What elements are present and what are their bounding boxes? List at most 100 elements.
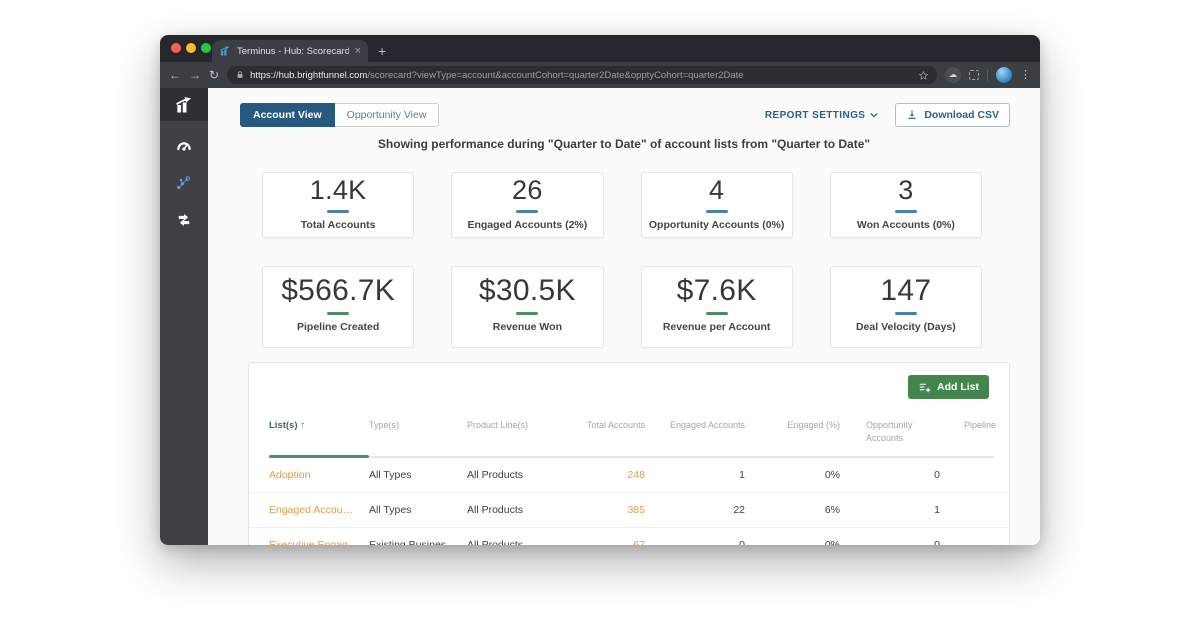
metric-card-revenue-per-account: $7.6K Revenue per Account <box>640 266 793 348</box>
sort-indicator-line <box>269 455 994 458</box>
cell-types: All Types <box>369 504 412 516</box>
column-header-pipeline[interactable]: Pipeline <box>963 420 996 430</box>
view-toggle: Account View Opportunity View <box>240 103 440 127</box>
cloud-extension-icon[interactable]: ☁ <box>945 67 961 83</box>
cell-engaged-accounts: 1 <box>739 469 745 481</box>
reload-icon[interactable]: ↻ <box>209 68 220 82</box>
metric-value: 3 <box>898 175 914 205</box>
browser-tab[interactable]: Terminus - Hub: Scorecard × <box>212 40 368 62</box>
cell-product-lines: All Products <box>467 539 524 545</box>
metric-value: 4 <box>708 175 725 205</box>
table-header-row: List(s) ↑ Type(s) Product Line(s) Total … <box>249 419 1009 445</box>
metric-value: $7.6K <box>676 274 757 307</box>
lists-table-card: Add List List(s) ↑ Type(s) Product Line(… <box>248 362 1010 545</box>
metric-accent-dash <box>327 312 350 315</box>
close-tab-icon[interactable]: × <box>354 44 361 57</box>
cell-engaged-accounts: 0 <box>739 539 745 545</box>
cell-total-accounts-link[interactable]: 248 <box>627 469 645 481</box>
app-sidebar <box>160 88 208 545</box>
cell-total-accounts-link[interactable]: 385 <box>627 504 645 516</box>
metric-value: $30.5K <box>478 274 576 307</box>
cell-product-lines: All Products <box>467 504 524 516</box>
page-topbar: Account View Opportunity View REPORT SET… <box>240 103 1010 127</box>
account-view-tab[interactable]: Account View <box>240 103 335 127</box>
column-header-lists[interactable]: List(s) ↑ <box>269 420 306 431</box>
list-name-link[interactable]: Adoption <box>269 469 311 481</box>
data-flow-arrows-icon[interactable] <box>175 211 193 229</box>
opportunity-view-tab[interactable]: Opportunity View <box>334 103 440 127</box>
download-csv-button[interactable]: Download CSV <box>895 103 1010 127</box>
toolbar-divider <box>987 69 988 81</box>
download-icon <box>908 110 916 119</box>
terminus-logo-icon[interactable] <box>160 88 208 121</box>
url-host: https://hub.brightfunnel.com <box>250 69 368 81</box>
metric-label: Deal Velocity (Days) <box>855 321 956 333</box>
report-actions: REPORT SETTINGS Download CSV <box>765 103 1010 127</box>
metric-accent-dash <box>894 312 917 315</box>
close-window-button[interactable] <box>171 43 181 53</box>
scorecard-scatter-icon[interactable] <box>175 174 193 192</box>
add-list-label: Add List <box>937 381 979 393</box>
report-settings-button[interactable]: REPORT SETTINGS <box>765 110 879 121</box>
zoom-window-button[interactable] <box>201 43 211 53</box>
column-header-product-lines[interactable]: Product Line(s) <box>467 420 529 430</box>
list-name-link[interactable]: Engaged Accou… <box>269 504 354 516</box>
metric-value: 1.4K <box>309 175 367 205</box>
sort-asc-icon: ↑ <box>300 420 306 431</box>
metric-accent-dash <box>894 210 917 213</box>
browser-menu-icon[interactable]: ⋮ <box>1020 68 1031 81</box>
metric-card-deal-velocity: 147 Deal Velocity (Days) <box>829 266 982 348</box>
column-header-total-accounts[interactable]: Total Accounts <box>586 420 645 430</box>
minimize-window-button[interactable] <box>186 43 196 53</box>
metric-label: Total Accounts <box>300 219 376 231</box>
table-row: Executive Engag… Existing Busines… All P… <box>249 528 1009 545</box>
cell-engaged-pct: 0% <box>824 469 840 481</box>
tab-title: Terminus - Hub: Scorecard <box>237 45 349 57</box>
terminus-favicon-icon <box>219 45 231 57</box>
cell-engaged-pct: 6% <box>824 504 840 516</box>
cell-engaged-accounts: 22 <box>733 504 745 516</box>
report-settings-label: REPORT SETTINGS <box>764 109 866 121</box>
add-list-button[interactable]: Add List <box>908 375 989 399</box>
forward-icon[interactable]: → <box>189 68 201 82</box>
cell-opportunity-accounts: 1 <box>934 504 940 516</box>
browser-toolbar: ← → ↻ https://hub.brightfunnel.com/score… <box>160 62 1040 88</box>
window-controls <box>171 43 211 53</box>
address-bar[interactable]: https://hub.brightfunnel.com/scorecard?v… <box>227 66 937 84</box>
metric-value: 147 <box>880 274 932 307</box>
cell-product-lines: All Products <box>467 469 524 481</box>
chevron-down-icon <box>870 113 878 118</box>
column-header-engaged-pct[interactable]: Engaged (%) <box>787 420 840 430</box>
metric-card-won-accounts: 3 Won Accounts (0%) <box>829 172 982 238</box>
column-header-types[interactable]: Type(s) <box>369 420 400 430</box>
cell-types: All Types <box>369 469 412 481</box>
bookmark-star-icon[interactable] <box>918 70 929 81</box>
profile-avatar[interactable] <box>996 67 1012 83</box>
cell-opportunity-accounts: 0 <box>934 539 940 545</box>
screen-capture-extension-icon[interactable] <box>969 70 979 80</box>
new-tab-button[interactable]: + <box>378 43 387 59</box>
url-path: /scorecard?viewType=account&accountCohor… <box>367 69 744 81</box>
metric-label: Revenue per Account <box>662 321 771 333</box>
padlock-icon <box>235 70 245 80</box>
cell-total-accounts-link[interactable]: 67 <box>633 539 645 545</box>
metric-accent-dash <box>327 210 350 213</box>
app-content: Account View Opportunity View REPORT SET… <box>160 88 1040 545</box>
scorecard-page: Account View Opportunity View REPORT SET… <box>208 88 1040 545</box>
metric-card-revenue-won: $30.5K Revenue Won <box>451 266 604 348</box>
metric-card-opportunity-accounts: 4 Opportunity Accounts (0%) <box>640 172 793 238</box>
metric-label: Opportunity Accounts (0%) <box>648 219 785 231</box>
url-text: https://hub.brightfunnel.com/scorecard?v… <box>250 70 913 81</box>
list-name-link[interactable]: Executive Engag… <box>269 539 359 545</box>
column-header-opportunity-accounts[interactable]: Opportunity Accounts <box>866 420 913 443</box>
metric-accent-dash <box>705 210 728 213</box>
back-icon[interactable]: ← <box>169 68 181 82</box>
column-header-engaged-accounts[interactable]: Engaged Accounts <box>669 420 745 430</box>
cell-opportunity-accounts: 0 <box>934 469 940 481</box>
sorted-column-underline <box>269 455 369 458</box>
dashboard-gauge-icon[interactable] <box>175 137 193 155</box>
metric-accent-dash <box>516 312 539 315</box>
metric-card-engaged-accounts: 26 Engaged Accounts (2%) <box>451 172 604 238</box>
metric-label: Won Accounts (0%) <box>856 219 955 231</box>
